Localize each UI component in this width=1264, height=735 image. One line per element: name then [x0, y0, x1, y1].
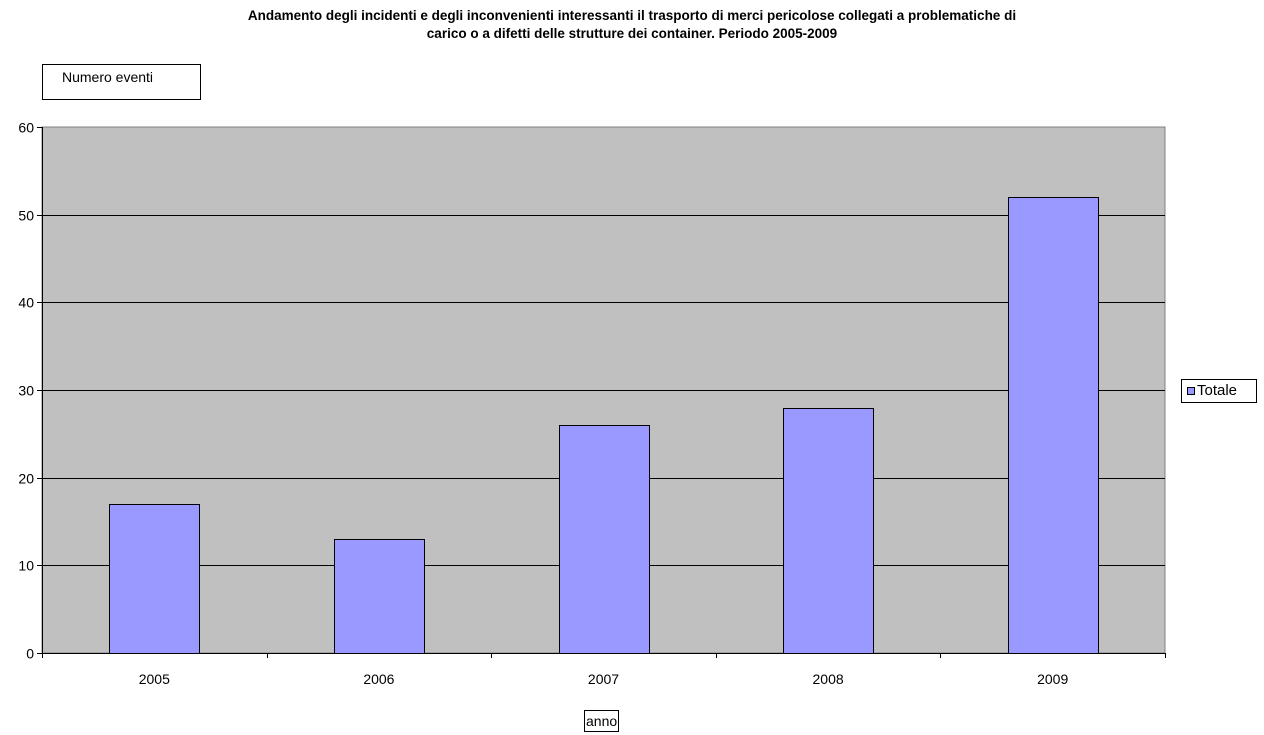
legend-label-totale: Totale	[1197, 382, 1238, 399]
y-tick-label: 60	[18, 120, 34, 136]
x-axis-label: anno	[584, 710, 620, 732]
bar-2006	[334, 539, 425, 654]
y-tick-label: 50	[18, 208, 34, 224]
bar-2007	[559, 425, 650, 654]
chart-title-line-1: Andamento degli incidenti e degli inconv…	[247, 8, 1017, 23]
axes: 0 10 20 30 40 50 60 2005 2006 2007 2008 2009	[18, 120, 1166, 687]
chart-title: Andamento degli incidenti e degli inconv…	[0, 7, 1264, 43]
y-tick-label: 30	[18, 383, 34, 399]
x-tick-label-2008: 2008	[813, 671, 844, 687]
x-tick-label-2005: 2005	[139, 671, 170, 687]
y-axis-label: Numero eventi	[42, 64, 201, 100]
legend-swatch	[1187, 387, 1195, 395]
y-tick-label: 0	[26, 646, 34, 662]
y-tick-label: 40	[18, 295, 34, 311]
bar-2005	[109, 504, 200, 654]
bar-2009	[1008, 197, 1099, 654]
x-tick-label-2007: 2007	[588, 671, 619, 687]
grid-lines	[42, 215, 1165, 566]
y-tick-label: 20	[18, 471, 34, 487]
bar-2008	[783, 408, 874, 654]
legend: Totale	[1181, 379, 1257, 403]
y-tick-label: 10	[18, 558, 34, 574]
chart-title-line-2: carico o a difetti delle strutture dei c…	[426, 26, 838, 41]
x-tick-label-2006: 2006	[363, 671, 394, 687]
x-tick-label-2009: 2009	[1037, 671, 1068, 687]
